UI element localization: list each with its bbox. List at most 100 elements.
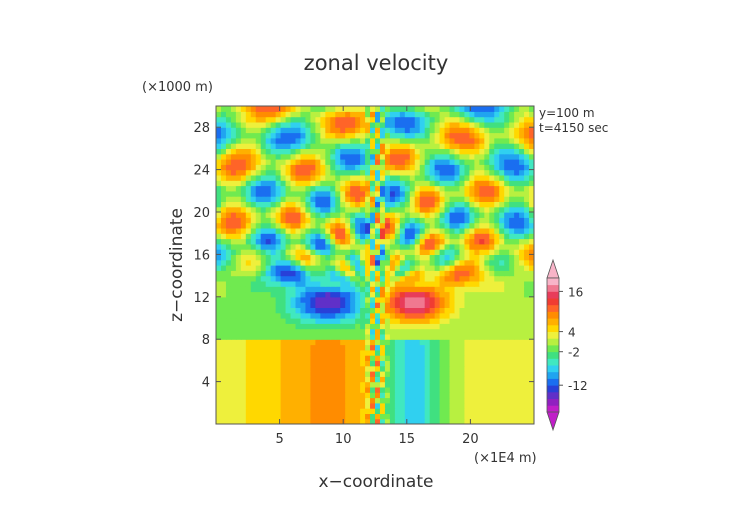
field-cell	[345, 132, 351, 139]
field-cell	[504, 371, 510, 377]
field-cell	[514, 307, 520, 314]
field-cell	[280, 371, 287, 377]
field-cell	[315, 286, 321, 293]
field-cell	[295, 243, 302, 250]
field-cell	[439, 280, 446, 287]
field-cell	[350, 265, 356, 271]
field-cell	[285, 180, 292, 187]
field-cell	[370, 270, 376, 277]
field-cell	[300, 153, 307, 160]
field-cell	[509, 318, 515, 324]
field-cell	[310, 111, 316, 118]
field-cell	[384, 116, 391, 123]
field-cell	[474, 371, 480, 377]
field-cell	[424, 169, 431, 176]
field-cell	[409, 376, 416, 383]
field-cell	[330, 408, 336, 414]
field-cell	[414, 227, 421, 234]
field-cell	[275, 159, 282, 165]
field-cell	[245, 413, 252, 420]
field-cell	[340, 302, 346, 308]
field-cell	[509, 280, 515, 287]
field-cell	[265, 397, 272, 404]
field-cell	[529, 307, 534, 314]
field-cell	[509, 291, 515, 298]
field-cell	[280, 238, 287, 245]
field-cell	[524, 153, 530, 160]
field-cell	[220, 116, 227, 123]
field-cell	[225, 371, 232, 377]
field-cell	[345, 159, 351, 165]
field-cell	[245, 169, 252, 176]
field-cell	[469, 333, 475, 340]
colorbar-swatch	[547, 291, 559, 299]
field-cell	[509, 249, 515, 255]
field-cell	[355, 291, 361, 298]
field-cell	[255, 132, 262, 139]
field-cell	[394, 349, 401, 356]
y-tick-label: 24	[193, 164, 210, 179]
field-cell	[365, 238, 371, 245]
field-cell	[270, 296, 277, 303]
field-cell	[444, 164, 451, 171]
field-cell	[414, 381, 421, 388]
field-cell	[240, 270, 247, 277]
field-cell	[499, 206, 505, 213]
field-cell	[255, 243, 262, 250]
field-cell	[265, 270, 272, 277]
field-cell	[479, 365, 485, 372]
field-cell	[315, 381, 321, 388]
field-cell	[379, 174, 386, 181]
field-cell	[524, 286, 530, 293]
field-cell	[529, 164, 534, 171]
field-cell	[340, 116, 346, 123]
field-cell	[494, 206, 500, 213]
field-cell	[479, 286, 485, 293]
field-cell	[245, 371, 252, 377]
field-cell	[360, 307, 366, 314]
field-cell	[265, 254, 272, 261]
field-cell	[524, 238, 530, 245]
field-cell	[444, 265, 451, 271]
field-cell	[320, 222, 326, 229]
field-cell	[365, 392, 371, 399]
field-cell	[389, 333, 396, 340]
field-cell	[265, 222, 272, 229]
field-cell	[414, 222, 421, 229]
field-cell	[300, 254, 307, 261]
field-cell	[250, 222, 257, 229]
field-cell	[275, 254, 282, 261]
field-cell	[250, 121, 257, 128]
field-cell	[514, 413, 520, 420]
field-cell	[464, 212, 471, 218]
field-cell	[459, 286, 466, 293]
field-cell	[335, 291, 341, 298]
field-cell	[270, 402, 277, 409]
field-cell	[290, 265, 297, 271]
field-cell	[255, 307, 262, 314]
field-cell	[335, 164, 341, 171]
field-cell	[489, 333, 495, 340]
field-cell	[424, 212, 431, 218]
field-cell	[370, 164, 376, 171]
field-cell	[300, 270, 307, 277]
field-cell	[330, 116, 336, 123]
field-cell	[250, 164, 257, 171]
field-cell	[474, 111, 480, 118]
field-cell	[330, 227, 336, 234]
field-cell	[320, 371, 326, 377]
field-cell	[514, 111, 520, 118]
field-cell	[345, 408, 351, 414]
field-cell	[404, 222, 411, 229]
field-cell	[389, 243, 396, 250]
field-cell	[419, 291, 426, 298]
field-cell	[484, 227, 490, 234]
field-cell	[389, 286, 396, 293]
field-cell	[290, 349, 297, 356]
field-cell	[295, 206, 302, 213]
field-cell	[434, 137, 441, 144]
field-cell	[250, 201, 257, 208]
field-cell	[439, 148, 446, 155]
field-cell	[285, 381, 292, 388]
field-cell	[350, 206, 356, 213]
